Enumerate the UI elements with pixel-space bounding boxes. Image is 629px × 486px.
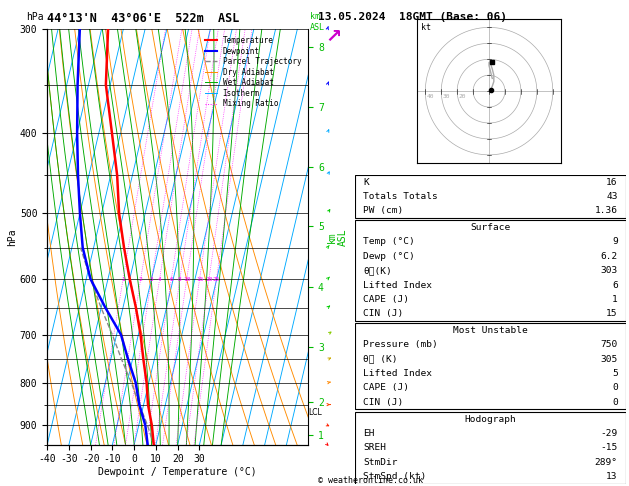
Text: 43: 43 (606, 192, 618, 201)
Bar (355, 412, 626, 484)
Text: 750: 750 (601, 340, 618, 349)
Text: 5: 5 (612, 369, 618, 378)
Text: 15: 15 (196, 277, 203, 281)
Text: 0: 0 (612, 398, 618, 407)
Text: 25: 25 (213, 277, 220, 281)
Text: 44°13'N  43°06'E  522m  ASL: 44°13'N 43°06'E 522m ASL (47, 12, 240, 25)
Text: 16: 16 (606, 177, 618, 187)
Bar (355, 175, 626, 218)
Text: Pressure (mb): Pressure (mb) (364, 340, 438, 349)
Text: 2: 2 (139, 277, 143, 281)
Text: 20: 20 (205, 277, 213, 281)
Text: CAPE (J): CAPE (J) (364, 383, 409, 392)
Text: 6: 6 (169, 277, 173, 281)
Text: 6: 6 (612, 280, 618, 290)
Text: LCL: LCL (308, 408, 322, 417)
Text: 6.2: 6.2 (601, 252, 618, 261)
Text: Temp (°C): Temp (°C) (364, 238, 415, 246)
Text: -29: -29 (601, 429, 618, 438)
Text: 10: 10 (183, 277, 191, 281)
Y-axis label: km
ASL: km ASL (326, 228, 348, 246)
Text: -15: -15 (601, 443, 618, 452)
Text: 1.36: 1.36 (595, 207, 618, 215)
Text: 289°: 289° (595, 457, 618, 467)
Legend: Temperature, Dewpoint, Parcel Trajectory, Dry Adiabat, Wet Adiabat, Isotherm, Mi: Temperature, Dewpoint, Parcel Trajectory… (202, 33, 304, 111)
Text: © weatheronline.co.uk: © weatheronline.co.uk (318, 476, 423, 485)
Text: 4: 4 (158, 277, 162, 281)
Text: SREH: SREH (364, 443, 386, 452)
Text: θᴄ(K): θᴄ(K) (364, 266, 392, 275)
Text: 13: 13 (606, 472, 618, 481)
Text: 20: 20 (459, 94, 466, 99)
Text: 1: 1 (121, 277, 125, 281)
Text: CIN (J): CIN (J) (364, 398, 404, 407)
Text: 3: 3 (150, 277, 153, 281)
Text: Lifted Index: Lifted Index (364, 369, 433, 378)
Text: θᴄ (K): θᴄ (K) (364, 355, 398, 364)
Text: 9: 9 (612, 238, 618, 246)
Text: Most Unstable: Most Unstable (454, 326, 528, 335)
Text: PW (cm): PW (cm) (364, 207, 404, 215)
Text: 305: 305 (601, 355, 618, 364)
Text: StmSpd (kt): StmSpd (kt) (364, 472, 426, 481)
Text: km
ASL: km ASL (310, 12, 325, 32)
Text: CAPE (J): CAPE (J) (364, 295, 409, 304)
Text: 1: 1 (612, 295, 618, 304)
Text: 0: 0 (612, 383, 618, 392)
Text: 303: 303 (601, 266, 618, 275)
Text: ↗: ↗ (325, 27, 342, 46)
Text: StmDir: StmDir (364, 457, 398, 467)
Text: Lifted Index: Lifted Index (364, 280, 433, 290)
Text: hPa: hPa (26, 12, 44, 22)
Bar (355, 323, 626, 409)
Text: 13.05.2024  18GMT (Base: 06): 13.05.2024 18GMT (Base: 06) (318, 12, 506, 22)
Text: Dewp (°C): Dewp (°C) (364, 252, 415, 261)
Text: kt: kt (421, 23, 430, 32)
Text: CIN (J): CIN (J) (364, 309, 404, 318)
Y-axis label: hPa: hPa (7, 228, 17, 246)
Text: 15: 15 (606, 309, 618, 318)
Text: EH: EH (364, 429, 375, 438)
X-axis label: Dewpoint / Temperature (°C): Dewpoint / Temperature (°C) (98, 467, 257, 477)
Text: K: K (364, 177, 369, 187)
Text: Surface: Surface (470, 223, 511, 232)
Text: Hodograph: Hodograph (465, 415, 516, 423)
Text: 30: 30 (443, 94, 450, 99)
Bar (355, 221, 626, 321)
Text: Totals Totals: Totals Totals (364, 192, 438, 201)
Text: 8: 8 (178, 277, 182, 281)
Text: 40: 40 (427, 94, 435, 99)
